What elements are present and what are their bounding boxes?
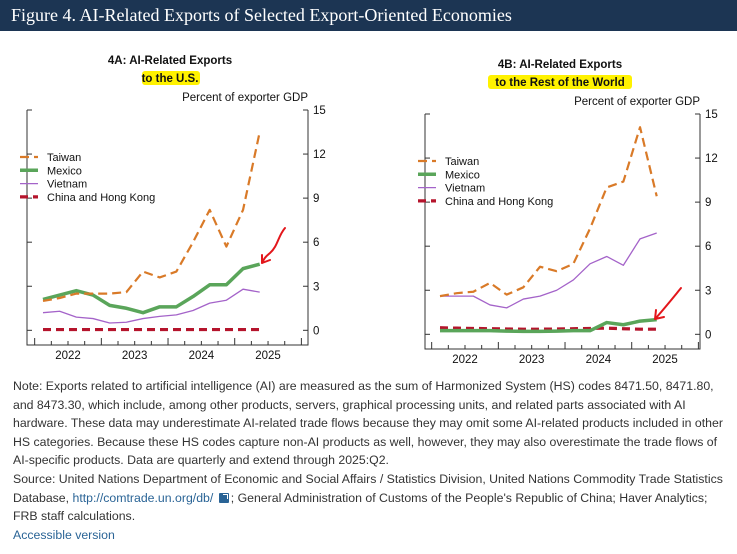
legend-label: Mexico bbox=[445, 169, 480, 181]
chart-title-line1: 4A: AI-Related Exports bbox=[108, 55, 232, 67]
y-tick-label: 12 bbox=[313, 149, 326, 161]
figure-header: Figure 4. AI-Related Exports of Selected… bbox=[0, 0, 737, 31]
source-suffix: ; General Administration of Customs of t… bbox=[13, 490, 708, 524]
comtrade-link[interactable]: http://comtrade.un.org/db/ bbox=[72, 490, 214, 505]
annotation-arrow-icon bbox=[261, 227, 286, 264]
series-line-vietnam bbox=[440, 232, 657, 309]
x-tick-label: 2024 bbox=[189, 350, 215, 362]
note-text: Note: Exports related to artificial inte… bbox=[13, 379, 723, 468]
legend-label: Taiwan bbox=[445, 156, 479, 168]
y-tick-label: 6 bbox=[313, 237, 319, 249]
external-link-icon[interactable] bbox=[218, 492, 229, 503]
annotation-arrow-icon bbox=[654, 287, 682, 320]
y-tick-label: 0 bbox=[705, 329, 711, 341]
y-tick-label: 15 bbox=[705, 109, 718, 121]
plot-frame bbox=[424, 114, 701, 350]
y-tick-label: 9 bbox=[705, 197, 711, 209]
x-tick-label: 2023 bbox=[122, 350, 148, 362]
series-line-vietnam bbox=[42, 288, 260, 324]
y-tick-label: 6 bbox=[705, 241, 711, 253]
chart-4b: 4B: AI-Related Exports to the Rest of the… bbox=[418, 59, 718, 366]
title-highlight bbox=[142, 71, 200, 85]
legend-label: Vietnam bbox=[47, 179, 87, 191]
x-tick-label: 2024 bbox=[586, 354, 612, 366]
source-prefix: Source: United Nations Department of Eco… bbox=[13, 471, 723, 505]
y-tick-label: 15 bbox=[313, 105, 326, 117]
chart-title-line2: to the Rest of the World bbox=[495, 77, 624, 89]
x-tick-label: 2022 bbox=[452, 354, 478, 366]
legend-label: Taiwan bbox=[47, 152, 81, 164]
series-line-mexico bbox=[42, 262, 261, 315]
y-tick-label: 0 bbox=[313, 325, 319, 337]
series-line-mexico bbox=[440, 317, 657, 334]
chart-4a: 4A: AI-Related Exports to the U.S. Percent… bbox=[20, 55, 326, 362]
x-tick-label: 2022 bbox=[55, 350, 81, 362]
x-tick-label: 2023 bbox=[519, 354, 545, 366]
x-tick-label: 2025 bbox=[652, 354, 678, 366]
figure-note: Note: Exports related to artificial inte… bbox=[13, 377, 728, 544]
y-tick-label: 9 bbox=[313, 193, 319, 205]
x-tick-label: 2025 bbox=[255, 350, 281, 362]
series-line-taiwan bbox=[42, 131, 261, 303]
y-axis-label: Percent of exporter GDP bbox=[574, 96, 700, 108]
y-axis-label: Percent of exporter GDP bbox=[182, 92, 308, 104]
y-tick-label: 3 bbox=[313, 281, 319, 293]
plot-frame bbox=[26, 110, 309, 346]
figure-title: Figure 4. AI-Related Exports of Selected… bbox=[11, 5, 512, 25]
y-tick-label: 12 bbox=[705, 153, 718, 165]
legend-label: Vietnam bbox=[445, 183, 485, 195]
chart-title-line1: 4B: AI-Related Exports bbox=[498, 59, 622, 71]
series-line-taiwan bbox=[439, 126, 658, 298]
accessible-version-link[interactable]: Accessible version bbox=[13, 527, 115, 542]
title-highlight bbox=[488, 75, 632, 89]
chart-title-line2: to the U.S. bbox=[142, 73, 199, 85]
charts-area: 4A: AI-Related Exports to the U.S. Percent… bbox=[20, 55, 718, 366]
y-tick-label: 3 bbox=[705, 285, 711, 297]
legend-label: China and Hong Kong bbox=[445, 196, 553, 208]
legend-label: China and Hong Kong bbox=[47, 192, 155, 204]
series-line-china-and-hong-kong bbox=[439, 326, 657, 331]
legend-label: Mexico bbox=[47, 165, 82, 177]
